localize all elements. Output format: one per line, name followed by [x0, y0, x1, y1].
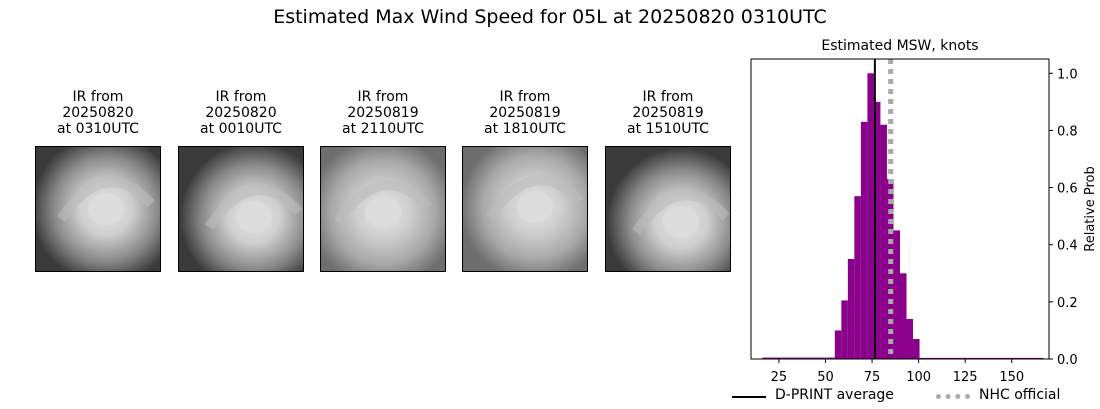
ir-caption-line1: IR from [499, 89, 551, 105]
histogram-bar [834, 330, 842, 359]
plot-frame [750, 58, 1050, 360]
histogram-bar [847, 259, 855, 359]
x-tick-label: 100 [906, 370, 931, 385]
ir-satellite-image [178, 146, 304, 272]
histogram-bar [919, 357, 1044, 359]
ir-panel: IR from 20250820 at 0010UTC [178, 89, 304, 272]
ir-panel: IR from 20250820 at 0310UTC [35, 89, 161, 272]
figure-title: Estimated Max Wind Speed for 05L at 2025… [273, 6, 827, 28]
ir-panel: IR from 20250819 at 2110UTC [320, 89, 446, 272]
x-tick-label: 75 [864, 370, 881, 385]
ir-satellite-image [320, 146, 446, 272]
ir-caption-line2: 20250819 [489, 105, 561, 121]
ir-panel-caption: IR from 20250820 at 0010UTC [178, 89, 304, 139]
x-tick-label: 125 [953, 370, 978, 385]
ir-panel: IR from 20250819 at 1510UTC [605, 89, 731, 272]
histogram-bar [762, 357, 835, 359]
legend-nhc-swatch [936, 394, 970, 399]
ir-caption-line2: 20250820 [205, 105, 277, 121]
y-axis-label: Relative Prob [1083, 166, 1098, 251]
histogram-bar [900, 273, 907, 359]
ir-caption-line3: at 2110UTC [342, 121, 424, 137]
ir-caption-line3: at 1510UTC [627, 121, 709, 137]
chart-title: Estimated MSW, knots [821, 38, 978, 54]
ir-panel: IR from 20250819 at 1810UTC [462, 89, 588, 272]
ir-caption-line3: at 1810UTC [484, 121, 566, 137]
ir-caption-line2: 20250819 [347, 105, 419, 121]
x-tick-label: 50 [817, 370, 834, 385]
histogram-bar [867, 73, 874, 360]
y-tick-label: 0.6 [1057, 182, 1078, 197]
ir-caption-line3: at 0010UTC [200, 121, 282, 137]
ir-panel-caption: IR from 20250820 at 0310UTC [35, 89, 161, 139]
y-tick-label: 1.0 [1057, 67, 1078, 82]
ir-panel-caption: IR from 20250819 at 2110UTC [320, 89, 446, 139]
ir-caption-line3: at 0310UTC [57, 121, 139, 137]
ir-panel-caption: IR from 20250819 at 1810UTC [462, 89, 588, 139]
ir-satellite-image [462, 146, 588, 272]
y-tick-label: 0.2 [1057, 296, 1078, 311]
histogram-bar [906, 319, 914, 359]
x-tick-label: 150 [999, 370, 1024, 385]
y-tick-label: 0.0 [1057, 353, 1078, 368]
ir-caption-line1: IR from [72, 89, 124, 105]
legend-dprint-swatch [732, 396, 766, 398]
y-tick-label: 0.8 [1057, 124, 1078, 139]
ir-caption-line1: IR from [215, 89, 267, 105]
histogram-bar [873, 101, 881, 359]
y-tick-label: 0.4 [1057, 239, 1078, 254]
histogram-bar [860, 121, 868, 359]
histogram-bar [913, 339, 920, 359]
legend-dprint-label: D-PRINT average [775, 387, 894, 403]
chart-legend: D-PRINT average NHC official [730, 386, 1080, 406]
ir-caption-line2: 20250820 [62, 105, 134, 121]
legend-nhc-label: NHC official [979, 387, 1061, 403]
ir-panel-caption: IR from 20250819 at 1510UTC [605, 89, 731, 139]
histogram-bar [893, 230, 900, 359]
ir-satellite-image [35, 146, 161, 272]
ir-caption-line1: IR from [357, 89, 409, 105]
ir-caption-line2: 20250819 [632, 105, 704, 121]
ir-satellite-image [605, 146, 731, 272]
ir-caption-line1: IR from [642, 89, 694, 105]
x-tick-label: 25 [771, 370, 788, 385]
histogram-bar [841, 300, 848, 359]
histogram-bar [854, 196, 861, 359]
histogram-bar [880, 124, 887, 359]
